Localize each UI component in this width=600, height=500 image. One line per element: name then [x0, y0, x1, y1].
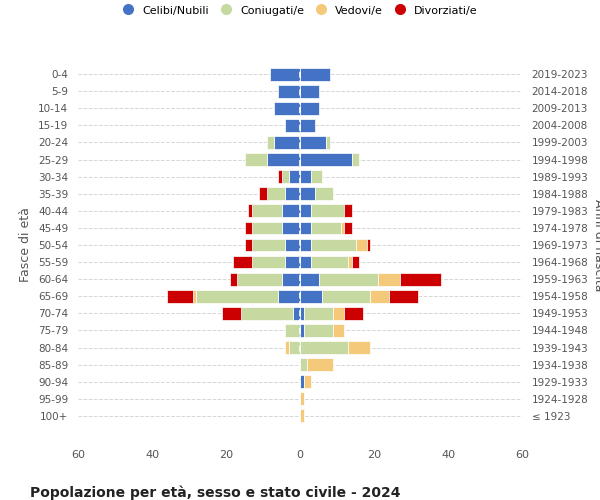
Bar: [278, 170, 281, 183]
Bar: [300, 307, 304, 320]
Bar: [300, 324, 304, 337]
Bar: [300, 410, 304, 422]
Bar: [300, 136, 326, 149]
Bar: [289, 170, 300, 183]
Text: Popolazione per età, sesso e stato civile - 2024: Popolazione per età, sesso e stato civil…: [30, 485, 401, 500]
Bar: [300, 376, 304, 388]
Bar: [319, 273, 378, 285]
Bar: [355, 238, 367, 252]
Bar: [370, 290, 389, 302]
Bar: [167, 290, 193, 302]
Bar: [367, 238, 370, 252]
Bar: [252, 256, 285, 268]
Bar: [281, 222, 300, 234]
Bar: [252, 238, 285, 252]
Bar: [285, 188, 300, 200]
Bar: [241, 307, 293, 320]
Bar: [274, 136, 300, 149]
Bar: [300, 392, 304, 405]
Bar: [245, 238, 252, 252]
Bar: [248, 204, 252, 217]
Bar: [266, 188, 285, 200]
Bar: [252, 204, 281, 217]
Bar: [196, 290, 278, 302]
Bar: [311, 204, 344, 217]
Bar: [304, 307, 334, 320]
Bar: [237, 273, 281, 285]
Bar: [300, 85, 319, 98]
Bar: [278, 85, 300, 98]
Bar: [266, 153, 300, 166]
Bar: [245, 222, 252, 234]
Bar: [267, 136, 274, 149]
Bar: [311, 170, 322, 183]
Bar: [348, 256, 352, 268]
Bar: [322, 290, 370, 302]
Bar: [311, 222, 341, 234]
Bar: [271, 68, 300, 80]
Bar: [300, 222, 311, 234]
Legend: Celibi/Nubili, Coniugati/e, Vedovi/e, Divorziati/e: Celibi/Nubili, Coniugati/e, Vedovi/e, Di…: [118, 0, 482, 20]
Bar: [334, 324, 344, 337]
Y-axis label: Anni di nascita: Anni di nascita: [592, 198, 600, 291]
Bar: [300, 273, 319, 285]
Bar: [245, 153, 266, 166]
Bar: [281, 170, 289, 183]
Bar: [300, 256, 311, 268]
Bar: [315, 188, 334, 200]
Bar: [348, 341, 370, 354]
Bar: [326, 136, 329, 149]
Bar: [289, 341, 300, 354]
Bar: [344, 222, 352, 234]
Bar: [300, 238, 311, 252]
Bar: [352, 153, 359, 166]
Bar: [300, 68, 329, 80]
Bar: [300, 290, 322, 302]
Bar: [300, 119, 315, 132]
Bar: [304, 324, 334, 337]
Bar: [389, 290, 418, 302]
Bar: [378, 273, 400, 285]
Bar: [311, 256, 348, 268]
Bar: [252, 222, 281, 234]
Bar: [300, 358, 307, 371]
Bar: [300, 153, 352, 166]
Bar: [259, 188, 266, 200]
Bar: [281, 273, 300, 285]
Bar: [285, 238, 300, 252]
Bar: [300, 102, 319, 115]
Bar: [400, 273, 440, 285]
Bar: [278, 290, 300, 302]
Bar: [293, 307, 300, 320]
Bar: [193, 290, 196, 302]
Bar: [223, 307, 241, 320]
Bar: [344, 307, 363, 320]
Bar: [311, 238, 355, 252]
Bar: [344, 204, 352, 217]
Bar: [300, 341, 348, 354]
Bar: [285, 256, 300, 268]
Bar: [300, 188, 315, 200]
Bar: [341, 222, 344, 234]
Bar: [281, 204, 300, 217]
Bar: [285, 119, 300, 132]
Bar: [307, 358, 334, 371]
Bar: [285, 341, 289, 354]
Bar: [334, 307, 344, 320]
Bar: [304, 376, 311, 388]
Bar: [233, 256, 252, 268]
Bar: [352, 256, 359, 268]
Y-axis label: Fasce di età: Fasce di età: [19, 208, 32, 282]
Bar: [274, 102, 300, 115]
Bar: [230, 273, 237, 285]
Bar: [300, 204, 311, 217]
Bar: [300, 170, 311, 183]
Bar: [285, 324, 300, 337]
